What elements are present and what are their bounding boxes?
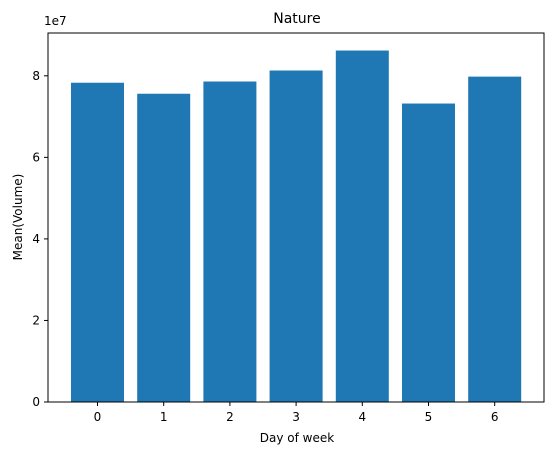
- bar-0: [71, 82, 124, 402]
- y-tick-label-3: 6: [32, 150, 40, 164]
- x-tick-label-2: 2: [226, 410, 234, 424]
- bar-6: [468, 76, 522, 402]
- y-tick-label-1: 2: [32, 313, 40, 327]
- x-ticks-group: 0 1 2 3 4 5 6: [94, 402, 499, 424]
- chart-title: Nature: [273, 11, 320, 27]
- bar-2: [203, 81, 257, 402]
- plot-frame: [47, 32, 545, 403]
- y-tick-label-0: 0: [32, 395, 40, 409]
- x-tick-label-4: 4: [358, 410, 366, 424]
- y-tick-label-2: 4: [32, 232, 40, 246]
- x-axis-label: Day of week: [260, 431, 334, 445]
- y-tick-label-4: 8: [32, 69, 40, 83]
- bars-group: [71, 50, 522, 403]
- bar-4: [335, 50, 389, 403]
- y-ticks-group: 0 2 4 6 8: [32, 69, 48, 409]
- x-tick-label-5: 5: [425, 410, 433, 424]
- bar-5: [402, 103, 455, 403]
- y-offset-label: 1e7: [44, 14, 67, 28]
- bar-3: [269, 70, 323, 403]
- x-tick-label-0: 0: [94, 410, 102, 424]
- bar-1: [137, 93, 191, 402]
- x-tick-label-1: 1: [160, 410, 168, 424]
- x-tick-label-3: 3: [292, 410, 300, 424]
- x-tick-label-6: 6: [491, 410, 499, 424]
- y-axis-label: Mean(Volume): [11, 174, 25, 261]
